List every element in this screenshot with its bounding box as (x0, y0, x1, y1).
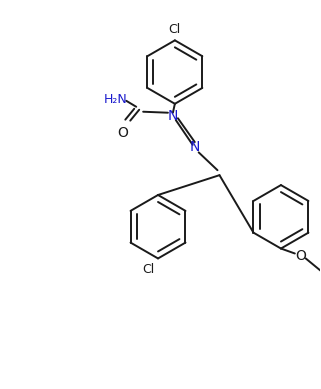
Text: Cl: Cl (169, 23, 181, 37)
Text: N: N (168, 109, 178, 123)
Text: Cl: Cl (142, 263, 154, 277)
Text: H₂N: H₂N (104, 93, 127, 106)
Text: O: O (295, 249, 306, 263)
Text: N: N (189, 140, 200, 154)
Text: O: O (117, 126, 128, 140)
